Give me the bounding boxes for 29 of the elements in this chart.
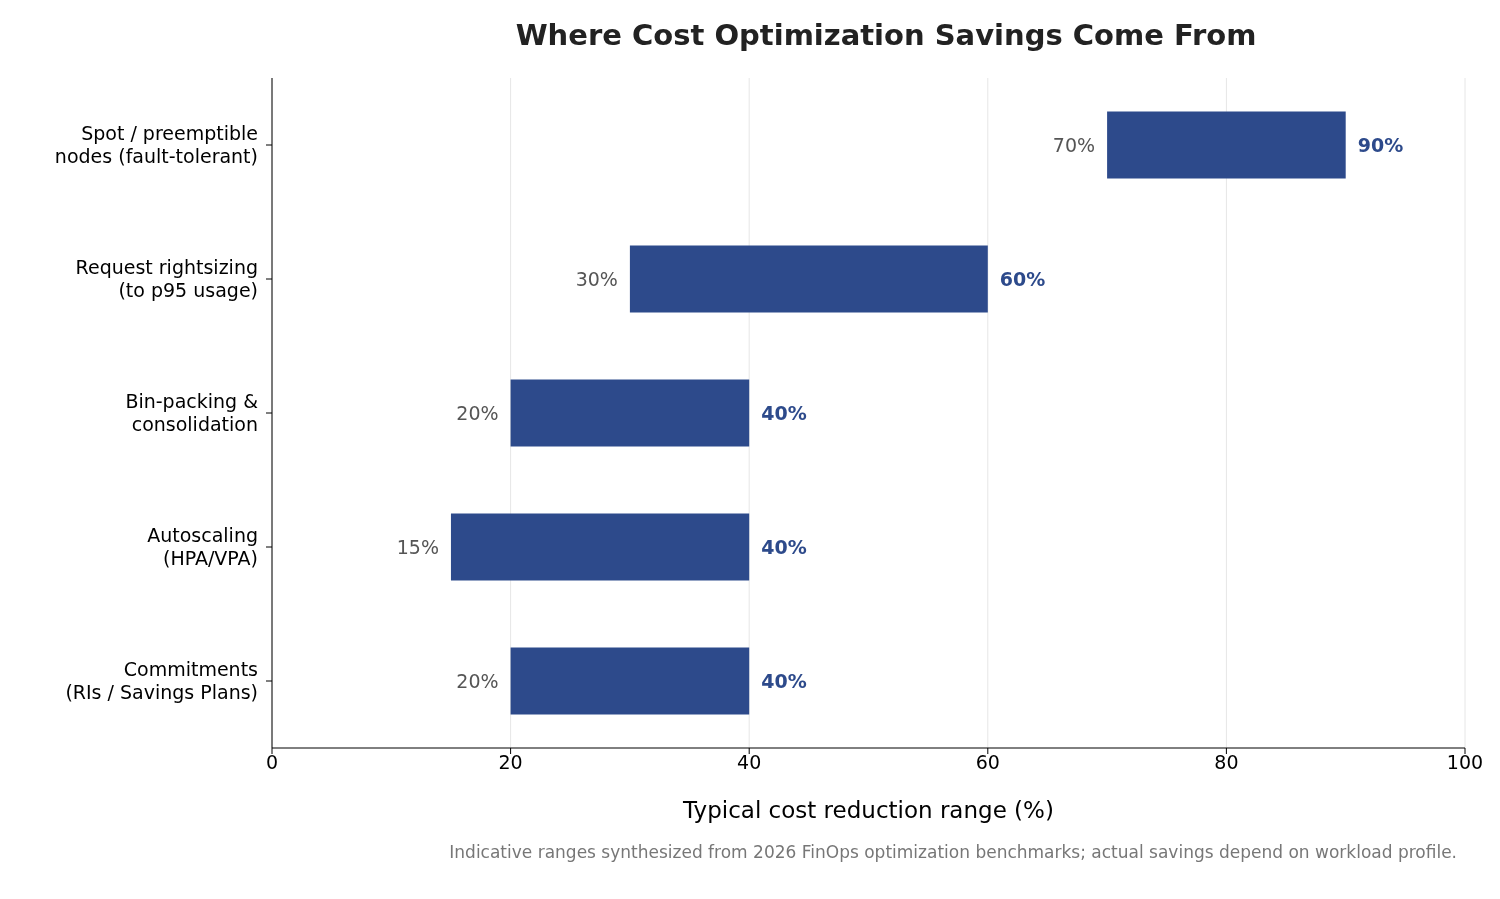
y-tick-label: Spot / preemptible nodes (fault-tolerant) (54, 121, 258, 167)
annotation: 20% (456, 670, 499, 692)
bar (450, 513, 750, 581)
data-label: 40% (761, 402, 807, 424)
annotation: 15% (396, 536, 439, 558)
data-label: 40% (761, 670, 807, 692)
x-tick-label: 40 (737, 751, 762, 774)
annotation: 70% (1052, 134, 1096, 156)
bar (629, 245, 988, 313)
x-tick-label: 60 (975, 751, 1000, 774)
data-label: 40% (761, 536, 807, 558)
x-axis-title: Typical cost reduction range (%) (682, 797, 1054, 823)
y-tick-label: Request rightsizing (to p95 usage) (75, 255, 258, 301)
chart-title: Where Cost Optimization Savings Come From (514, 17, 1258, 54)
x-tick-label: 80 (1214, 751, 1239, 774)
x-tick-label: 0 (265, 751, 279, 774)
data-label: 60% (999, 268, 1046, 290)
annotation: 20% (456, 402, 499, 424)
data-label: 90% (1357, 134, 1404, 156)
text: Indicative ranges synthesized from 2026 FinOps optimization benchmarks; actual savings depend on workload profile. (448, 842, 1458, 862)
y-tick-label: Bin-packing & consolidation (125, 389, 259, 435)
y-tick-label: Commitments (RIs / Savings Plans) (65, 657, 258, 703)
y-tick-label: Autoscaling (HPA/VPA) (147, 523, 258, 569)
bar (1107, 111, 1346, 179)
bar (510, 379, 750, 447)
x-tick-label: 20 (498, 751, 523, 774)
annotation: 30% (575, 268, 618, 290)
bar (510, 647, 750, 715)
x-tick-label: 100 (1446, 751, 1484, 774)
